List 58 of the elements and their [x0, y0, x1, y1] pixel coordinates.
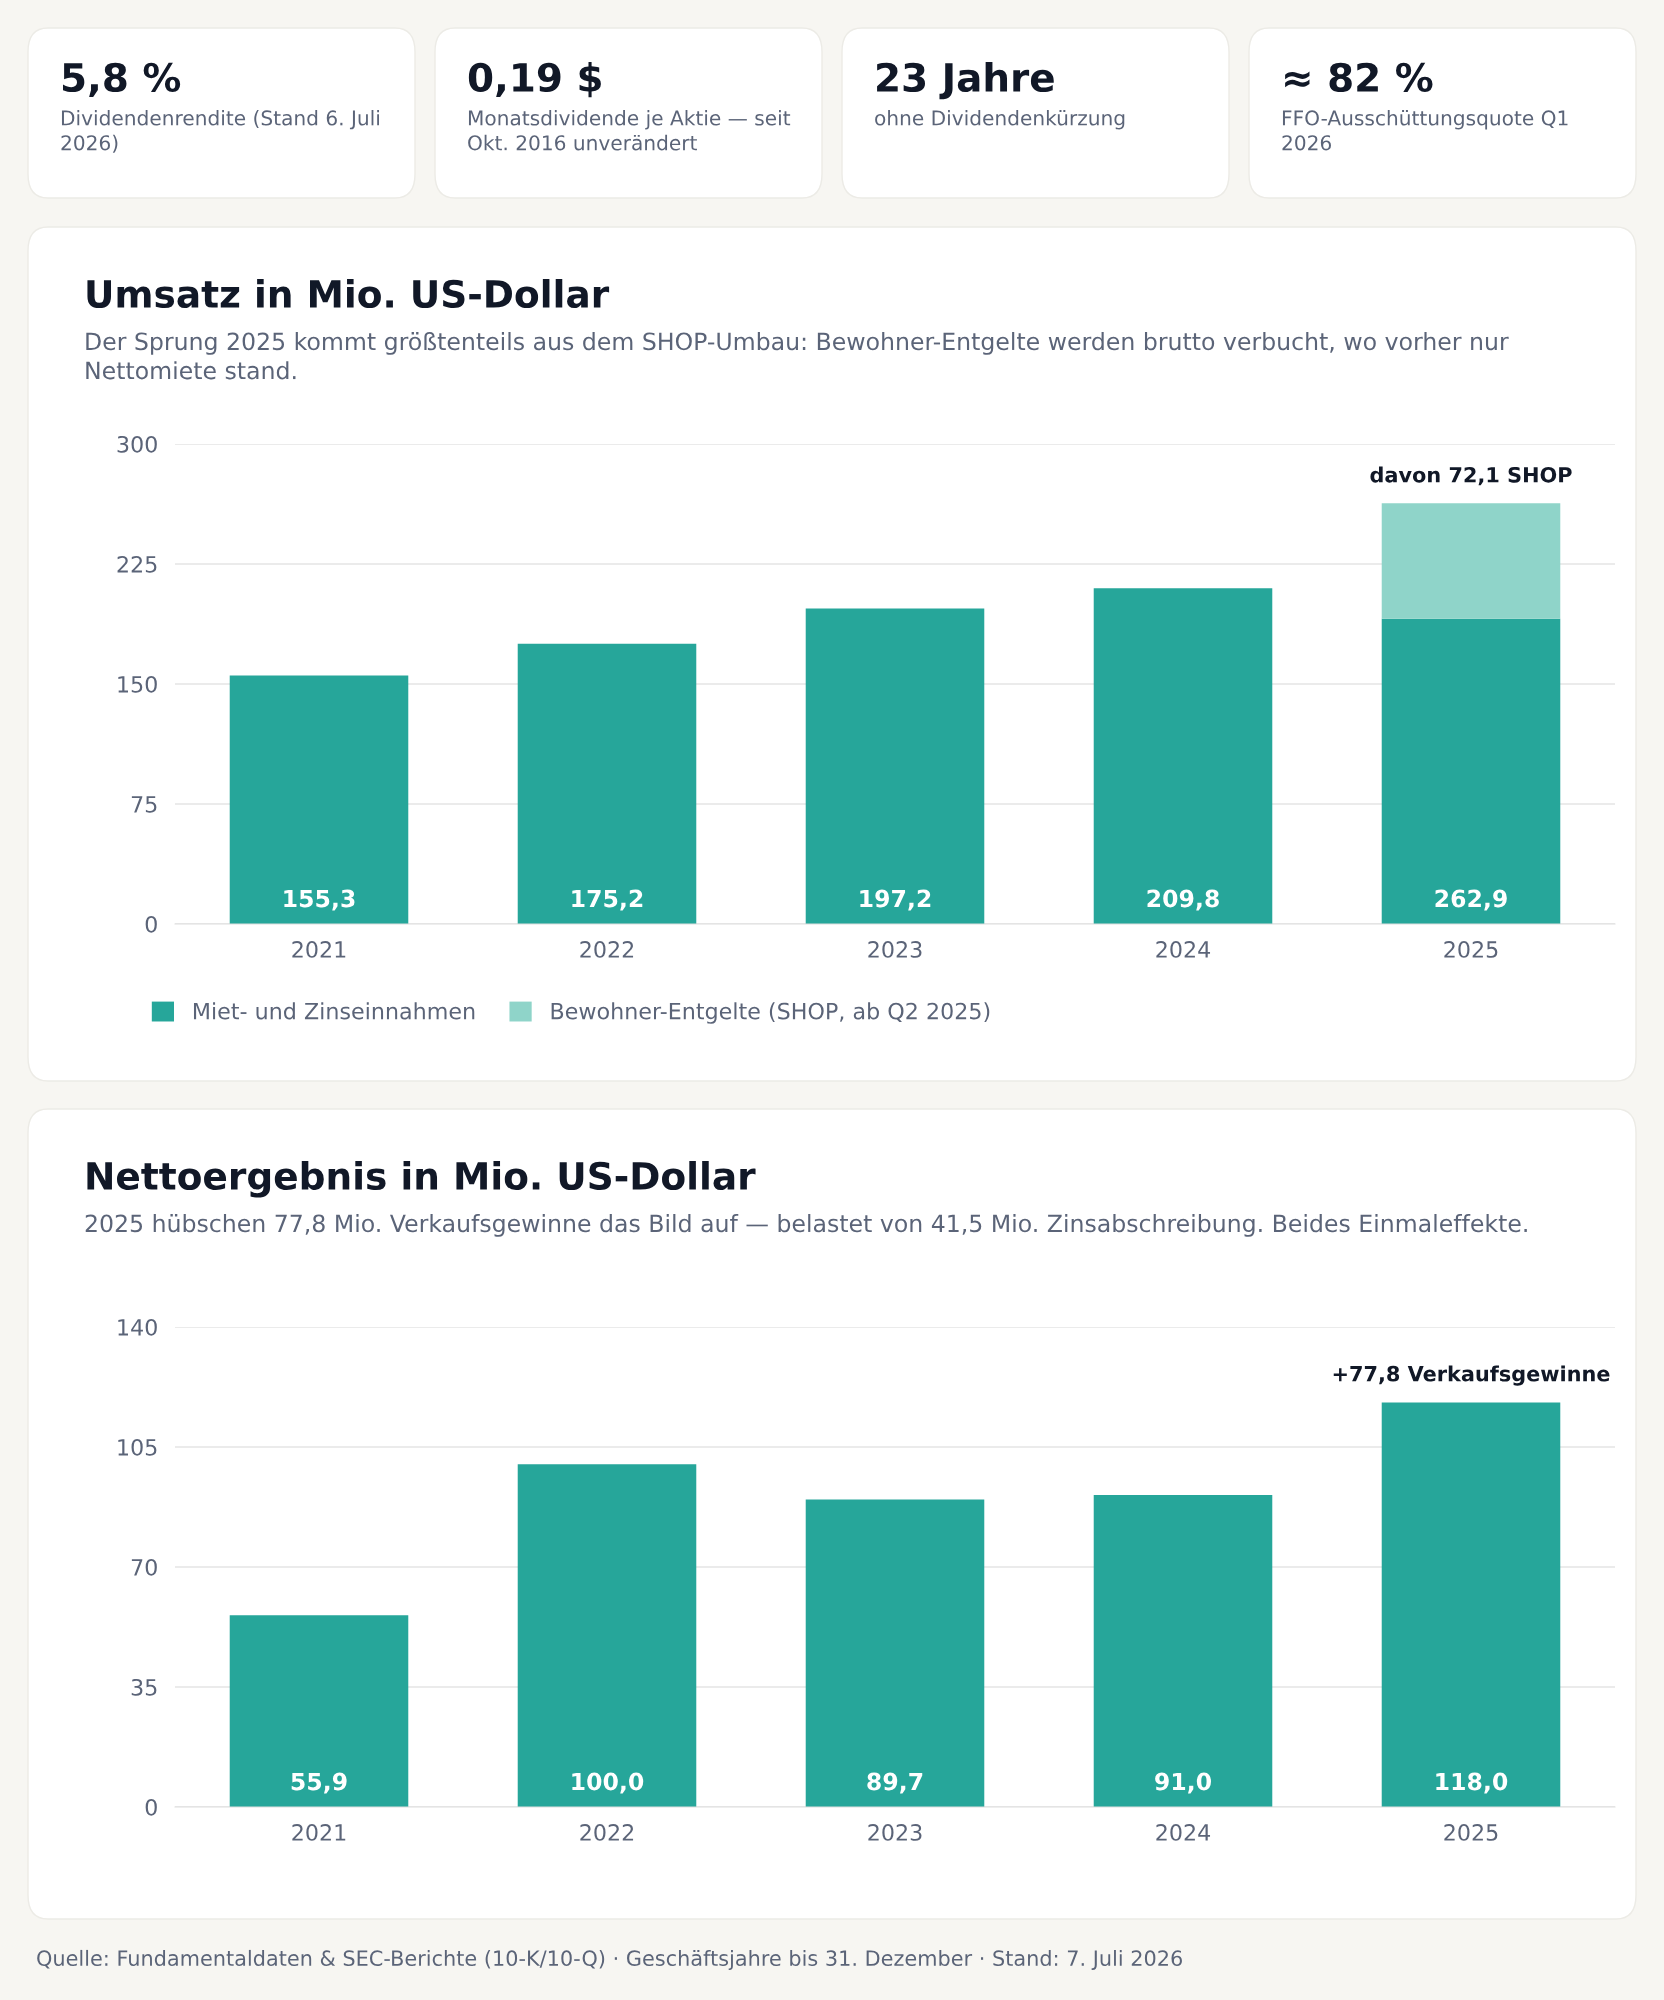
text: 23 Jahre: [877, 62, 1054, 100]
y-tick-label: 225: [117, 555, 157, 573]
y-tick-label: 0: [145, 915, 157, 933]
y-tick-label: 0: [145, 1798, 157, 1816]
bar: [517, 643, 697, 924]
bar: [805, 1499, 985, 1807]
y-tick-label: 140: [118, 1318, 157, 1336]
text: 91,0: [1155, 1772, 1211, 1794]
source-note: Quelle: Fundamentaldaten & SEC-Berichte (10-K/10-Q) · Geschäftsjahre bis 31. Dezember · Stand: 7. Juli 2026: [37, 1949, 1182, 1971]
chart-subtitle: Der Sprung 2025 kommt größtenteils aus dem SHOP-Umbau: Bewohner-Entgelte werden brutto verbucht, wo vorher nur Nettomiete stand.: [86, 332, 1509, 380]
y-tick-label: 75: [131, 796, 157, 813]
bar: [229, 1615, 409, 1807]
total-label: 155,3: [284, 889, 355, 911]
text: Monatsdividende je Aktie — seit Okt. 2016 unverändert: [468, 110, 791, 151]
x-tick-label: 2024: [1156, 1824, 1211, 1841]
annotation: davon 72,1 SHOP: [1370, 466, 1572, 486]
x-tick-label: 2025: [1444, 941, 1498, 958]
y-tick-label: 70: [131, 1558, 157, 1576]
text: 55,9: [291, 1772, 347, 1794]
bar: [229, 675, 409, 924]
chart-title: Umsatz in Mio. US-Dollar: [87, 279, 610, 309]
text: 100,0: [572, 1772, 644, 1794]
x-tick-label: 2022: [580, 941, 634, 958]
text: FFO-Ausschüttungsquote Q1 2026: [1282, 110, 1568, 151]
bar: [1093, 1495, 1273, 1807]
annotation: +77,8 Verkaufsgewinne: [1333, 1365, 1610, 1386]
text: 118,0: [1436, 1772, 1508, 1794]
text: ≈ 82 %: [1285, 62, 1433, 93]
bar: [1381, 1402, 1561, 1807]
x-tick-label: 2021: [292, 941, 346, 958]
y-tick-label: 35: [131, 1678, 157, 1696]
text: 89,7: [867, 1772, 923, 1794]
text: Dividendenrendite (Stand 6. Juli 2026): [61, 110, 379, 153]
text: 5,8 %: [63, 62, 181, 98]
y-tick-label: 105: [118, 1438, 157, 1456]
y-tick-label: 300: [117, 435, 157, 453]
total-label: 262,9: [1435, 889, 1507, 911]
bar: [517, 1464, 697, 1807]
legend-label: Miet- und Zinseinnahmen: [193, 1002, 475, 1020]
total-label: 175,2: [572, 889, 643, 911]
x-tick-label: 2022: [580, 1824, 634, 1841]
text: 0,19 $: [468, 62, 601, 98]
bar: [1093, 588, 1273, 924]
x-tick-label: 2025: [1444, 1824, 1498, 1841]
y-tick-label: 150: [118, 675, 157, 693]
legend-label: Bewohner-Entgelte (SHOP, ab Q2 2025): [551, 1002, 990, 1024]
x-tick-label: 2024: [1156, 941, 1211, 958]
total-label: 209,8: [1147, 889, 1219, 911]
chart-title: Nettoergebnis in Mio. US-Dollar: [87, 1161, 756, 1198]
x-tick-label: 2023: [868, 941, 922, 958]
bar: [1381, 503, 1561, 619]
text: ohne Dividendenkürzung: [875, 110, 1125, 130]
bar: [805, 608, 985, 924]
x-tick-label: 2023: [868, 1824, 922, 1841]
x-tick-label: 2021: [292, 1824, 346, 1841]
total-label: 197,2: [860, 889, 931, 911]
bar: [1381, 618, 1561, 924]
chart-subtitle: 2025 hübschen 77,8 Mio. Verkaufsgewinne das Bild auf — belastet von 41,5 Mio. Zinsabschreibung. Beides Einmaleffekte.: [85, 1214, 1527, 1237]
